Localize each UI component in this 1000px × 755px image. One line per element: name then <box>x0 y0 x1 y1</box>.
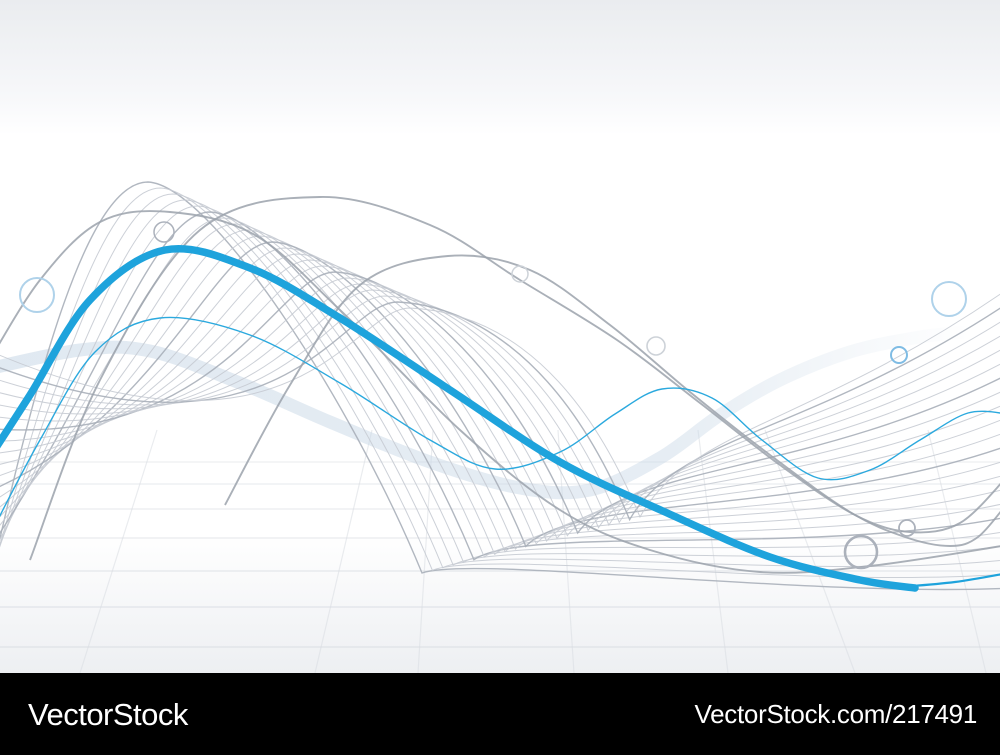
decorative-circle <box>511 265 529 283</box>
watermark-bar: VectorStock VectorStock.com/217491 <box>0 673 1000 755</box>
top-gradient-band <box>0 0 1000 135</box>
decorative-circles <box>19 221 967 570</box>
decorative-circle <box>843 534 879 570</box>
image-reference-watermark: VectorStock.com/217491 <box>694 699 978 729</box>
abstract-vector-art <box>0 0 1000 673</box>
thick-blue-curve <box>0 245 1000 592</box>
decorative-circle <box>646 336 666 356</box>
decorative-circle <box>898 519 916 537</box>
floor-gradient <box>0 535 1000 673</box>
decorative-circle <box>153 221 175 243</box>
decorative-circle <box>931 281 967 317</box>
decorative-circle <box>19 277 55 313</box>
brand-watermark: VectorStock <box>28 696 188 732</box>
pale-wave <box>0 325 977 500</box>
decorative-circle <box>890 346 908 364</box>
gray-accent-curves <box>0 196 1000 574</box>
gray-curve-fan <box>0 181 1000 591</box>
